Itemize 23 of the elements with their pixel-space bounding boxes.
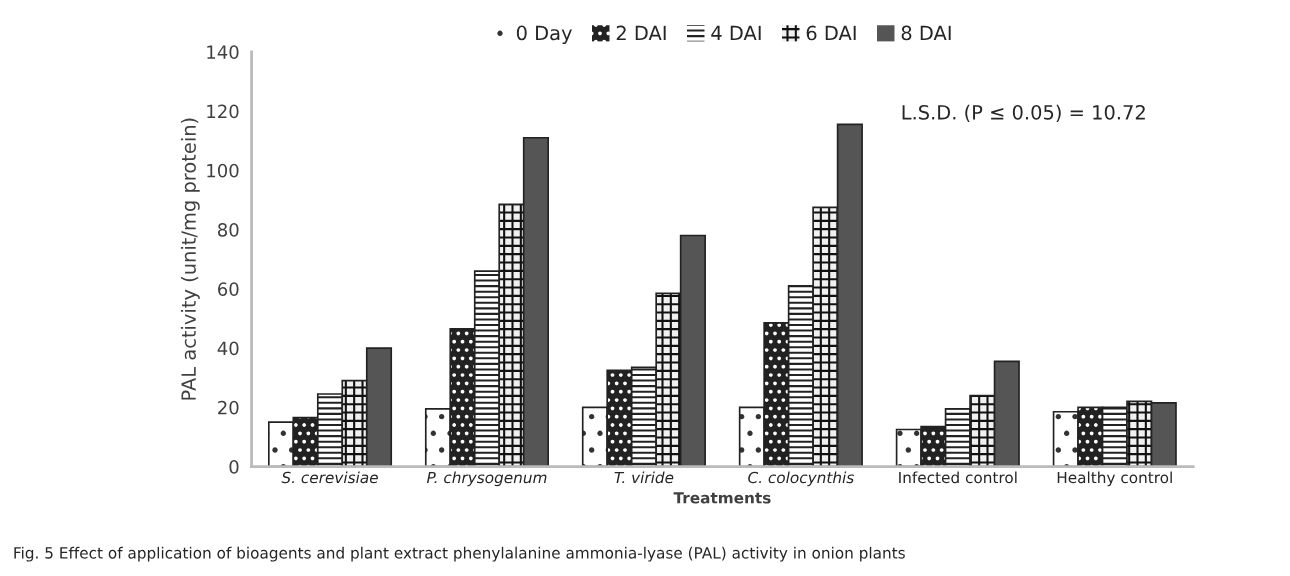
x-axis-title: Treatments xyxy=(673,492,771,504)
y-tick-label: 40 xyxy=(217,341,239,356)
legend-label: 0 Day xyxy=(516,25,572,45)
caption: Fig. 5 Effect of application of bioagents and plant extract phenylalanine ammonia-lyase (PAL) activity in onion plants xyxy=(14,546,905,562)
x-tick-label: Infected control xyxy=(899,471,1017,484)
y-tick-label: 140 xyxy=(207,45,239,59)
x-tick-label: C. colocynthis xyxy=(748,471,854,487)
legend-label: 2 DAI xyxy=(616,25,666,41)
legend-label: 4 DAI xyxy=(711,25,761,41)
x-tick-label: T. viride xyxy=(614,471,674,484)
legend-label: 8 DAI xyxy=(901,25,951,41)
y-tick-label: 80 xyxy=(217,223,239,237)
x-tick-label: S. cerevisiae xyxy=(281,471,378,484)
x-tick-label: P. chrysogenum xyxy=(426,471,547,487)
y-tick-label: 120 xyxy=(207,104,239,119)
y-tick-label: 20 xyxy=(218,400,239,415)
x-tick-label: Healthy control xyxy=(1057,471,1172,487)
y-tick-label: 60 xyxy=(218,282,239,296)
y-tick-label: 0 xyxy=(229,460,239,474)
legend-label: 6 DAI xyxy=(806,25,856,41)
annotation: L.S.D. (P ≤ 0.05) = 10.72 xyxy=(902,104,1145,122)
y-tick-label: 100 xyxy=(207,163,239,178)
y-axis-title: PAL activity (unit/mg protein) xyxy=(180,118,200,400)
